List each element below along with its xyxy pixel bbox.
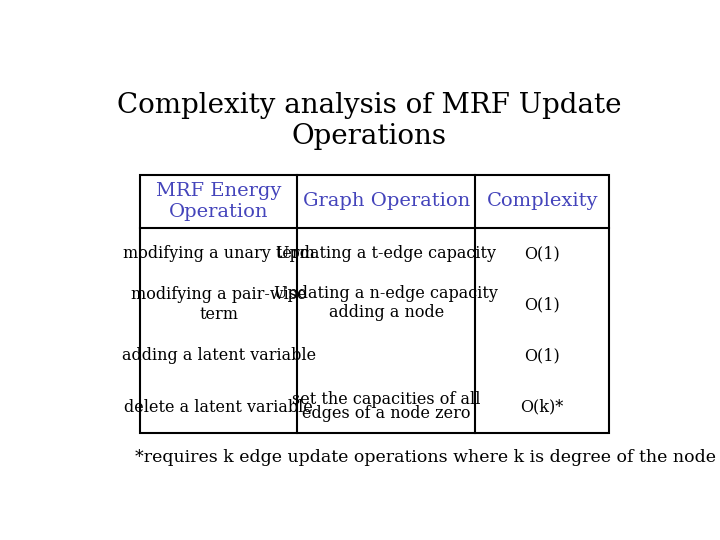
- Text: edges of a node zero: edges of a node zero: [302, 405, 471, 422]
- Text: set the capacities of all: set the capacities of all: [292, 391, 480, 408]
- Text: Updating a t-edge capacity: Updating a t-edge capacity: [276, 245, 496, 262]
- Text: O(1): O(1): [524, 347, 560, 365]
- Text: modifying a pair-wise
term: modifying a pair-wise term: [131, 286, 307, 323]
- Text: MRF Energy
Operation: MRF Energy Operation: [156, 182, 282, 221]
- Text: Complexity: Complexity: [487, 192, 598, 211]
- Text: adding a latent variable: adding a latent variable: [122, 347, 316, 365]
- Text: adding a node: adding a node: [328, 304, 444, 321]
- Text: delete a latent variable: delete a latent variable: [125, 399, 313, 416]
- Text: modifying a unary term: modifying a unary term: [123, 245, 315, 262]
- Text: O(k)*: O(k)*: [521, 399, 564, 416]
- Text: O(1): O(1): [524, 245, 560, 262]
- Text: *requires k edge update operations where k is degree of the node: *requires k edge update operations where…: [135, 449, 716, 466]
- Text: O(1): O(1): [524, 296, 560, 313]
- Text: Complexity analysis of MRF Update
Operations: Complexity analysis of MRF Update Operat…: [117, 92, 621, 150]
- Bar: [140, 175, 609, 433]
- Text: Updating a n-edge capacity: Updating a n-edge capacity: [274, 285, 498, 302]
- Text: Graph Operation: Graph Operation: [302, 192, 470, 211]
